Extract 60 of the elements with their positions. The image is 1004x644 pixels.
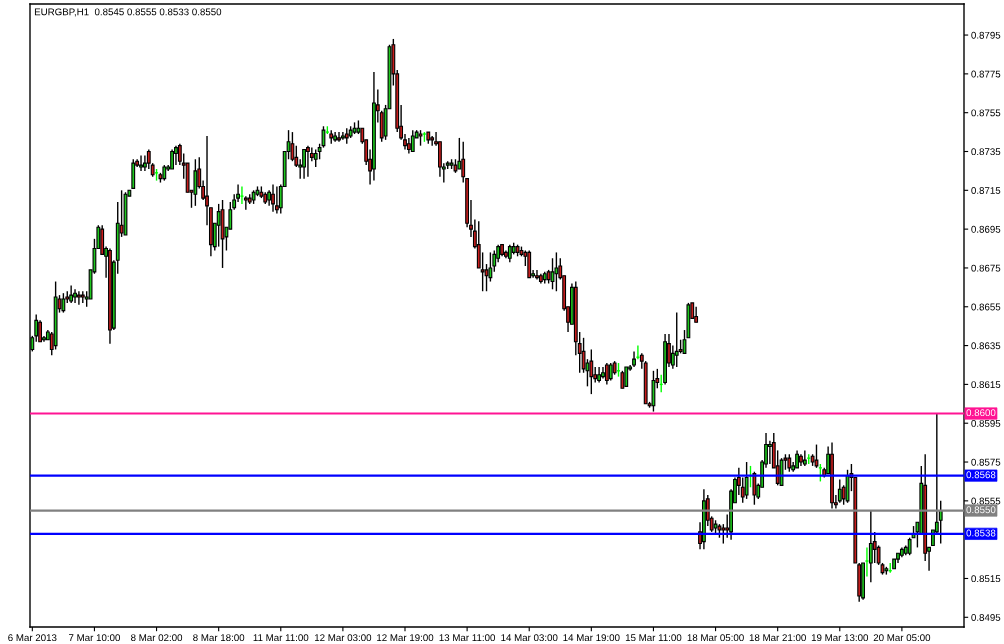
- y-tick-label: 0.8795: [971, 31, 1001, 39]
- x-tick-label: 14 Mar 19:00: [563, 634, 620, 642]
- candlestick: [271, 183, 275, 213]
- y-tick-label: 0.8515: [971, 575, 1001, 583]
- candlestick: [216, 203, 221, 248]
- x-tick-label: 18 Mar 05:00: [687, 634, 744, 642]
- y-tick-label: 0.8575: [971, 458, 1001, 466]
- candlestick: [721, 523, 726, 545]
- candlestick: [302, 148, 306, 180]
- y-tick-label: 0.8495: [971, 614, 1001, 621]
- candlestick: [243, 195, 248, 211]
- x-tick-label: 13 Mar 11:00: [439, 634, 496, 642]
- candlestick: [674, 311, 679, 368]
- candlestick: [868, 509, 873, 584]
- x-tick-label: 11 Mar 11:00: [253, 634, 309, 642]
- x-tick-label: 19 Mar 13:00: [811, 634, 869, 642]
- candlestick: [290, 131, 295, 162]
- candlestick: [142, 154, 147, 172]
- candlestick: [306, 144, 310, 178]
- candlestick: [767, 439, 772, 465]
- ref-line-label: 0.8538: [966, 529, 996, 537]
- candlestick: [744, 461, 749, 500]
- y-tick-label: 0.8775: [971, 70, 1001, 78]
- candlestick: [554, 251, 559, 292]
- ref-line-label: 0.8568: [966, 471, 996, 479]
- y-tick-label: 0.8655: [971, 303, 1001, 311]
- candlestick: [193, 158, 198, 207]
- candlestick: [76, 290, 81, 306]
- x-tick-label: 7 Mar 10:00: [69, 634, 120, 642]
- candlestick: [430, 135, 435, 147]
- x-tick-label: 8 Mar 18:00: [193, 634, 245, 642]
- ref-line-label: 0.8550: [966, 506, 996, 514]
- y-tick-label: 0.8735: [971, 148, 1001, 156]
- y-tick-label: 0.8715: [971, 187, 1001, 194]
- candlestick: [139, 154, 143, 172]
- candlestick: [814, 443, 819, 469]
- y-tick-label: 0.8695: [971, 225, 1001, 233]
- y-tick-label: 0.8555: [971, 497, 1001, 505]
- candlestick: [535, 269, 539, 281]
- x-tick-label: 12 Mar 03:00: [314, 634, 372, 642]
- x-tick-label: 15 Mar 11:00: [625, 634, 682, 642]
- x-tick-label: 12 Mar 19:00: [377, 634, 434, 642]
- candlestick: [170, 148, 174, 170]
- x-tick-label: 14 Mar 03:00: [501, 634, 558, 642]
- candlestick: [337, 131, 341, 143]
- candlestick: [274, 185, 279, 215]
- ref-line-label: 0.8600: [966, 409, 996, 417]
- x-tick-label: 6 Mar 2013: [8, 634, 57, 642]
- y-tick-label: 0.8675: [971, 264, 1001, 272]
- x-tick-label: 20 Mar 05:00: [873, 634, 931, 642]
- candlestick: [864, 546, 870, 578]
- y-tick-label: 0.8615: [971, 381, 1001, 389]
- candlestick: [73, 288, 77, 304]
- y-tick-label: 0.8635: [971, 342, 1001, 350]
- y-tick-label: 0.8595: [971, 419, 1001, 427]
- candlestick: [174, 144, 178, 166]
- x-tick-label: 18 Mar 21:00: [749, 634, 806, 642]
- chart-title: EURGBP,H1 0.8545 0.8555 0.8533 0.8550: [34, 8, 222, 17]
- x-tick-label: 8 Mar 02:00: [131, 634, 183, 642]
- y-tick-label: 0.8755: [971, 109, 1001, 117]
